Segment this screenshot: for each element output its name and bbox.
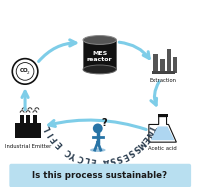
Bar bbox=[26, 115, 30, 123]
Bar bbox=[83, 40, 116, 69]
Text: S: S bbox=[114, 152, 123, 163]
Text: F: F bbox=[50, 134, 60, 144]
Polygon shape bbox=[151, 126, 174, 140]
Bar bbox=[173, 57, 177, 73]
Circle shape bbox=[16, 63, 34, 80]
Bar bbox=[33, 115, 37, 123]
Text: M: M bbox=[134, 138, 146, 150]
Text: Extraction: Extraction bbox=[149, 78, 176, 83]
Text: A: A bbox=[103, 156, 110, 165]
Bar bbox=[158, 114, 167, 117]
Text: S: S bbox=[130, 143, 141, 153]
Text: E: E bbox=[90, 156, 97, 165]
Text: Y: Y bbox=[70, 150, 79, 160]
Text: Is this process sustainable?: Is this process sustainable? bbox=[32, 171, 167, 180]
Text: E: E bbox=[120, 150, 129, 160]
Bar bbox=[20, 115, 24, 123]
Text: S: S bbox=[109, 154, 116, 164]
Text: E: E bbox=[139, 134, 150, 144]
Text: Industrial Emitter: Industrial Emitter bbox=[5, 144, 51, 149]
Circle shape bbox=[12, 59, 38, 84]
Bar bbox=[160, 59, 164, 73]
Text: ?: ? bbox=[102, 118, 107, 128]
Text: N: N bbox=[143, 128, 154, 139]
Bar bbox=[15, 123, 41, 138]
Bar bbox=[166, 49, 171, 73]
Text: L: L bbox=[43, 124, 53, 132]
Ellipse shape bbox=[90, 148, 106, 152]
Text: L: L bbox=[83, 154, 90, 164]
Ellipse shape bbox=[83, 65, 116, 74]
Text: C: C bbox=[64, 146, 74, 157]
Text: T: T bbox=[146, 123, 157, 132]
Text: CO: CO bbox=[19, 68, 28, 73]
Text: S: S bbox=[125, 146, 135, 157]
Text: C: C bbox=[76, 152, 85, 163]
Bar bbox=[153, 54, 158, 73]
Text: 2: 2 bbox=[26, 71, 29, 75]
Polygon shape bbox=[149, 117, 176, 142]
Text: MES
reactor: MES reactor bbox=[87, 51, 112, 63]
Text: E: E bbox=[54, 139, 64, 149]
Text: Acetic acid: Acetic acid bbox=[148, 146, 177, 151]
Bar bbox=[152, 71, 175, 74]
Circle shape bbox=[93, 123, 103, 133]
Ellipse shape bbox=[83, 36, 116, 44]
Text: I: I bbox=[46, 130, 56, 137]
FancyBboxPatch shape bbox=[9, 164, 191, 187]
